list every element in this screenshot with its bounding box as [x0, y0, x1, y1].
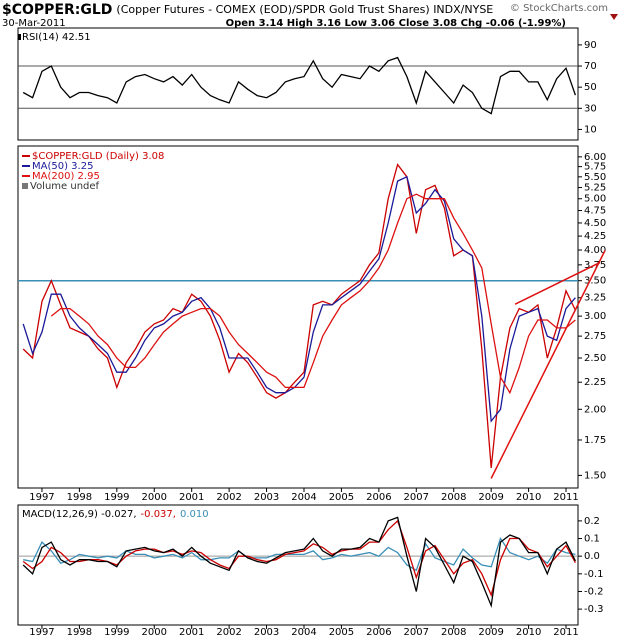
y-tick-label: -0.2: [584, 586, 604, 597]
x-tick-label: 2010: [516, 627, 541, 638]
panel-frame: [17, 27, 579, 141]
y-tick-label: 4.50: [584, 218, 606, 229]
y-tick-label: 2.25: [584, 377, 606, 388]
legend-label: -0.037,: [141, 509, 176, 520]
x-tick-label: 2009: [478, 627, 503, 638]
legend-label: MA(200) 2.95: [32, 171, 100, 182]
x-tick-label: 2004: [291, 492, 316, 503]
y-tick-label: 5.25: [584, 183, 606, 194]
quote: Open 3.14 High 3.16 Low 3.06 Close 3.08 …: [226, 18, 566, 29]
legend-swatch: [22, 183, 28, 189]
legend-label: RSI(14) 42.51: [22, 32, 91, 43]
x-tick-label: 1997: [29, 627, 54, 638]
x-tick-label: 2008: [441, 492, 466, 503]
y-tick-label: 6.00: [584, 152, 606, 163]
legend-swatch: [18, 34, 21, 40]
y-tick-label: 10: [584, 124, 597, 135]
trendline: [514, 261, 601, 305]
legend-label: MA(50) 3.25: [32, 161, 93, 172]
series-line: [22, 56, 577, 115]
y-tick-label: 2.00: [584, 404, 606, 415]
x-tick-label: 2001: [179, 492, 204, 503]
legend: RSI(14) 42.51: [22, 32, 91, 43]
date: 30-Mar-2011: [2, 18, 66, 29]
y-tick-label: 4.25: [584, 231, 606, 242]
y-tick-label: 0.2: [584, 516, 600, 527]
y-tick-label: 1.50: [584, 470, 606, 481]
y-tick-label: 3.25: [584, 293, 606, 304]
series-line: [22, 163, 576, 468]
menu-arrow[interactable]: [610, 14, 618, 20]
series-line: [50, 193, 576, 395]
y-tick-label: 5.75: [584, 162, 606, 173]
y-tick-label: 50: [584, 82, 597, 93]
x-tick-label: 2010: [516, 492, 541, 503]
y-tick-label: 0.0: [584, 551, 600, 562]
y-tick-label: 3.50: [584, 276, 606, 287]
x-tick-label: 2007: [404, 492, 429, 503]
y-tick-label: 5.50: [584, 172, 606, 183]
symbol: $COPPER:GLD: [2, 2, 112, 18]
legend-label: $COPPER:GLD (Daily) 3.08: [32, 151, 164, 162]
series-line: [23, 537, 576, 572]
series-line: [22, 516, 576, 609]
x-tick-label: 2008: [441, 627, 466, 638]
y-tick-label: 70: [584, 61, 597, 72]
x-tick-label: 2001: [179, 627, 204, 638]
credit: © StockCharts.com: [510, 3, 608, 14]
x-tick-label: 2006: [366, 627, 391, 638]
series-line: [22, 519, 576, 597]
x-tick-label: 2009: [478, 492, 503, 503]
y-tick-label: 30: [584, 103, 597, 114]
x-tick-label: 1998: [67, 627, 92, 638]
x-tick-label: 1997: [29, 492, 54, 503]
y-tick-label: 4.75: [584, 206, 606, 217]
legend-label: Volume undef: [30, 181, 100, 192]
x-tick-label: 2005: [329, 492, 354, 503]
x-tick-label: 2003: [254, 627, 279, 638]
description: (Copper Futures - COMEX (EOD)/SPDR Gold …: [116, 3, 493, 16]
y-tick-label: 5.00: [584, 194, 606, 205]
y-tick-label: 1.75: [584, 435, 606, 446]
x-tick-label: 2011: [553, 627, 578, 638]
x-tick-label: 2000: [142, 492, 167, 503]
x-tick-label: 2002: [216, 627, 241, 638]
x-tick-label: 2007: [404, 627, 429, 638]
series-line: [22, 175, 576, 423]
y-tick-label: 90: [584, 40, 597, 51]
y-tick-label: 0.1: [584, 534, 600, 545]
x-tick-label: 2006: [366, 492, 391, 503]
x-tick-label: 1999: [104, 627, 129, 638]
y-tick-label: 4.00: [584, 245, 606, 256]
trendline: [490, 250, 606, 479]
y-tick-label: 3.00: [584, 311, 606, 322]
x-tick-label: 1999: [104, 492, 129, 503]
y-tick-label: 2.50: [584, 353, 606, 364]
y-tick-label: -0.1: [584, 569, 604, 580]
y-tick-label: 2.75: [584, 331, 606, 342]
x-tick-label: 2011: [553, 492, 578, 503]
x-tick-label: 2003: [254, 492, 279, 503]
legend-label: 0.010: [180, 509, 209, 520]
legend: MACD(12,26,9) -0.027, -0.037, 0.010: [22, 509, 209, 520]
x-tick-label: 2002: [216, 492, 241, 503]
panel-frame: [17, 145, 579, 489]
panel-frame: [17, 504, 579, 626]
legend-label: MACD(12,26,9) -0.027,: [22, 509, 137, 520]
x-tick-label: 2000: [142, 627, 167, 638]
header: $COPPER:GLD (Copper Futures - COMEX (EOD)…: [2, 2, 493, 18]
y-tick-label: -0.3: [584, 604, 604, 615]
x-tick-label: 2005: [329, 627, 354, 638]
x-tick-label: 2004: [291, 627, 316, 638]
x-tick-label: 1998: [67, 492, 92, 503]
